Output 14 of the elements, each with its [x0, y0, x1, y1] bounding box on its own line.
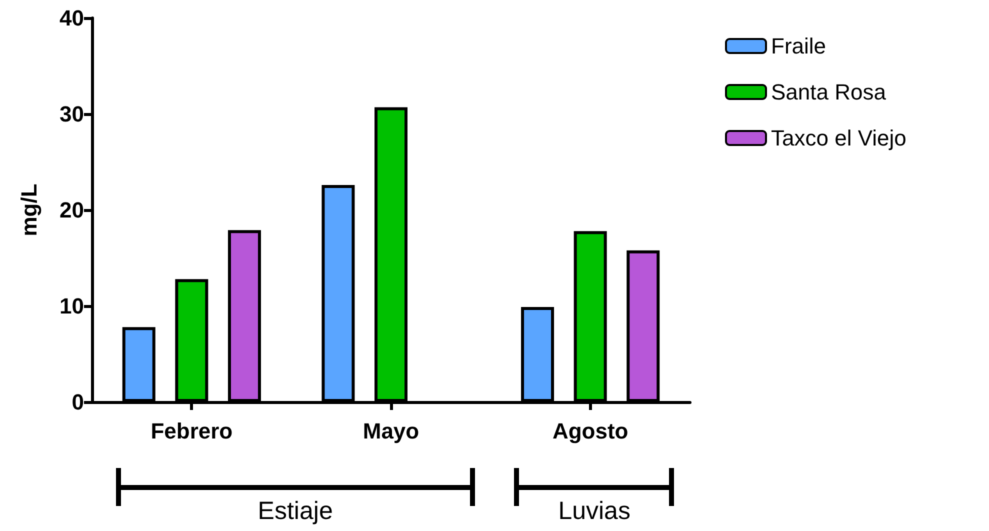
y-tick-label: 0 — [72, 390, 84, 414]
text: Luvias — [558, 497, 630, 526]
legend-label: Santa Rosa — [771, 80, 887, 104]
x-tick-label: Febrero — [150, 418, 233, 444]
y-tick-label: 40 — [60, 6, 84, 30]
y-tick-label: 10 — [60, 294, 84, 318]
y-axis-title: mg/L — [16, 184, 42, 236]
y-tick-label: 20 — [60, 198, 84, 222]
text: Estiaje — [258, 497, 333, 526]
x-tick-label: Agosto — [552, 418, 628, 444]
legend-label: Taxco el Viejo — [771, 126, 906, 150]
y-tick-label: 30 — [60, 102, 84, 126]
legend-label: Fraile — [771, 34, 826, 58]
x-tick-label: Mayo — [362, 418, 420, 444]
